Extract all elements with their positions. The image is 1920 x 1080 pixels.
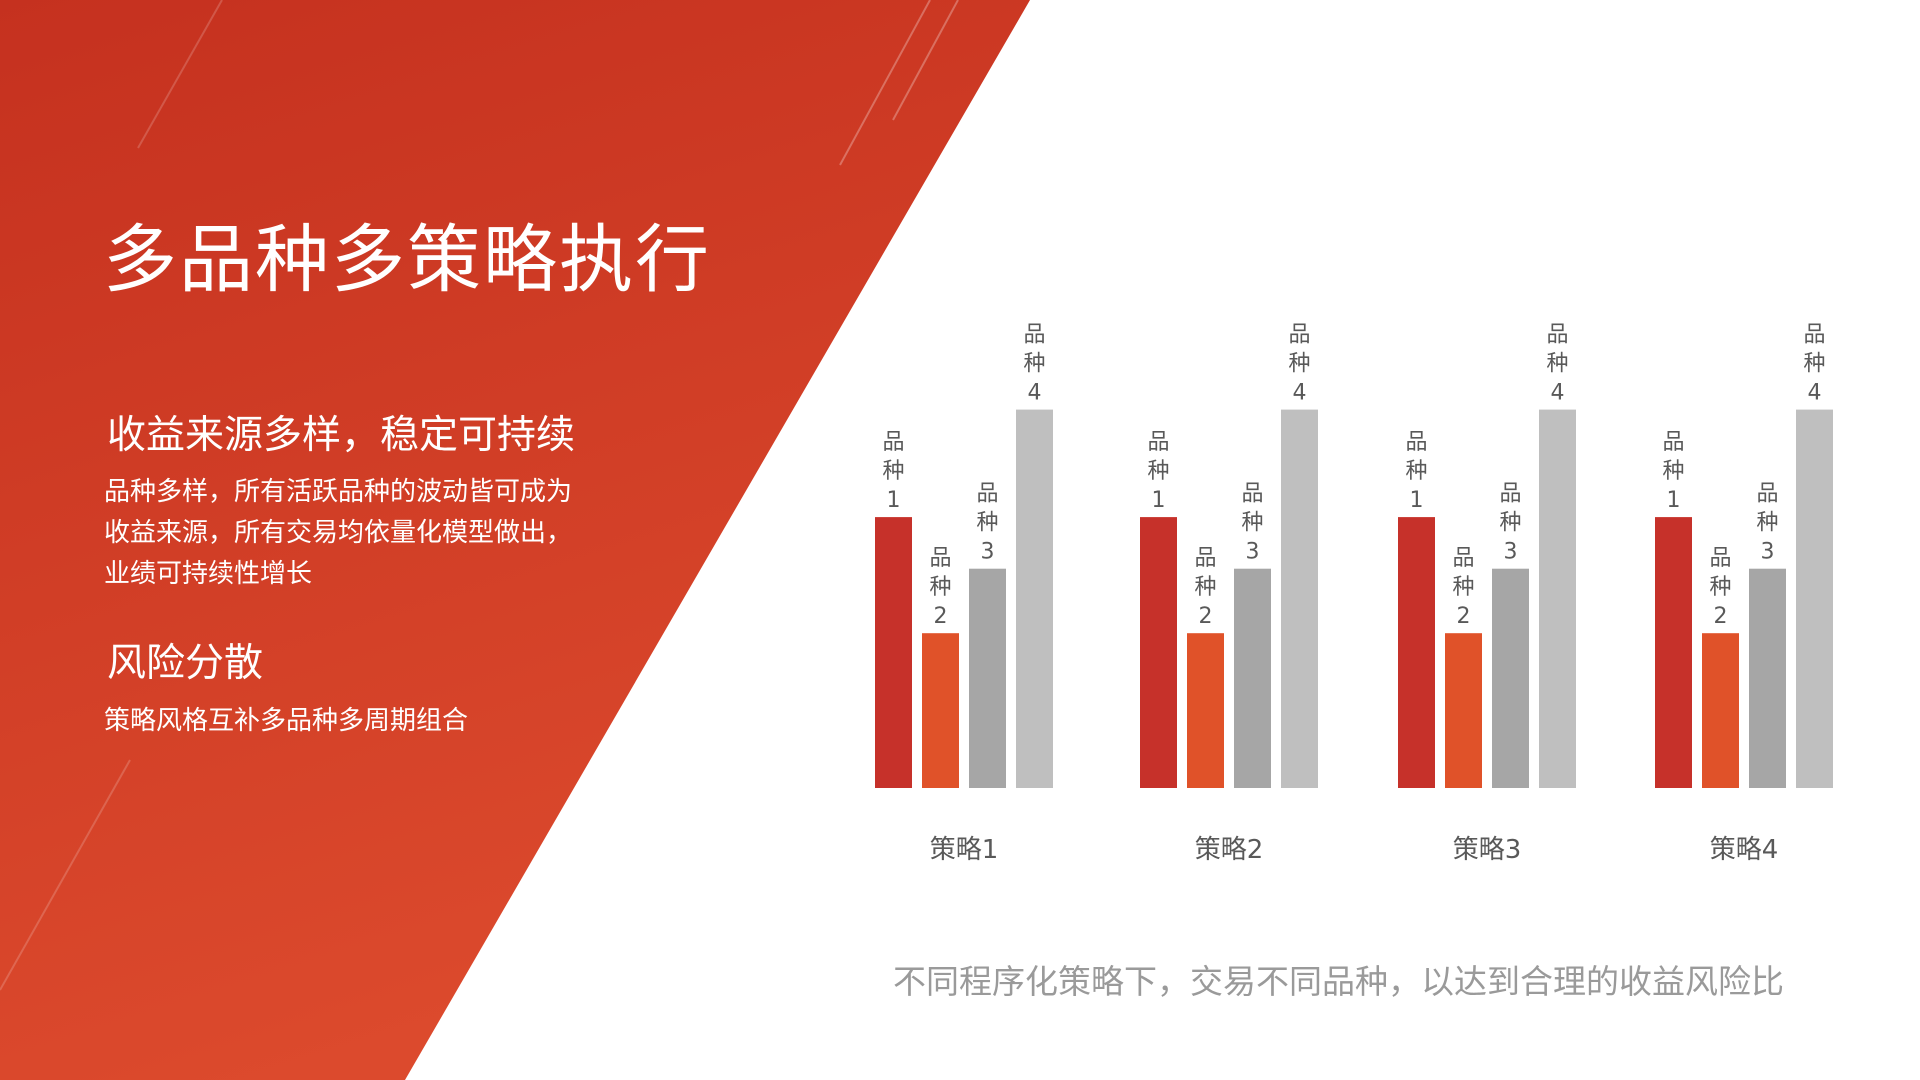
series-label-char: 2 [1457, 604, 1471, 629]
series-label-char: 品 [1147, 430, 1169, 455]
series-label-char: 品 [1023, 323, 1045, 348]
bar-3-1 [969, 568, 1006, 788]
series-label-char: 4 [1808, 381, 1822, 406]
series-label-char: 品 [1803, 323, 1825, 348]
series-label-char: 种 [1241, 511, 1263, 536]
bar-2-4 [1702, 633, 1739, 788]
bar-1-4 [1655, 517, 1692, 788]
series-label-char: 品 [1194, 546, 1216, 571]
series-label-char: 品 [1499, 482, 1521, 507]
bar-4-3 [1539, 409, 1576, 788]
bar-3-2 [1234, 568, 1271, 788]
section-body-risk-diversification: 策略风格互补多品种多周期组合 [104, 700, 468, 737]
series-label-char: 品 [1756, 482, 1778, 507]
series-label-char: 种 [929, 575, 951, 600]
series-label-char: 品 [1405, 430, 1427, 455]
slide-title: 多品种多策略执行 [103, 217, 711, 303]
section-heading-diversified-income: 收益来源多样，稳定可持续 [107, 413, 576, 458]
body-line: 品种多样，所有活跃品种的波动皆可成为 [104, 477, 573, 507]
series-label-char: 品 [1709, 546, 1731, 571]
bar-2-2 [1187, 633, 1224, 788]
body-line: 业绩可持续性增长 [104, 559, 313, 589]
bar-chart: 品种1品种2品种3品种4策略1品种1品种2品种3品种4策略2品种1品种2品种3品… [875, 323, 1833, 865]
series-label-char: 种 [1499, 511, 1521, 536]
category-label: 策略2 [1195, 835, 1264, 865]
bar-4-4 [1796, 409, 1833, 788]
series-label-char: 3 [1504, 540, 1518, 565]
section-body-diversified-income: 品种多样，所有活跃品种的波动皆可成为 收益来源，所有交易均依量化模型做出， 业绩… [104, 472, 572, 595]
bar-2-1 [922, 633, 959, 788]
series-label-char: 种 [1756, 511, 1778, 536]
category-label: 策略4 [1710, 835, 1779, 865]
series-label-char: 种 [1288, 352, 1310, 377]
series-label-char: 1 [1152, 488, 1166, 513]
bar-3-4 [1749, 568, 1786, 788]
series-label-char: 4 [1028, 381, 1042, 406]
series-label-char: 种 [976, 511, 998, 536]
series-label-char: 种 [1023, 352, 1045, 377]
category-label: 策略3 [1453, 835, 1522, 865]
category-label: 策略1 [930, 835, 999, 865]
series-label-char: 品 [976, 482, 998, 507]
bar-1-1 [875, 517, 912, 788]
series-label-char: 1 [1410, 488, 1424, 513]
series-label-char: 2 [1199, 604, 1213, 629]
series-label-char: 品 [1241, 482, 1263, 507]
series-label-char: 种 [1546, 352, 1568, 377]
series-label-char: 种 [1194, 575, 1216, 600]
series-label-char: 品 [882, 430, 904, 455]
series-label-char: 种 [1662, 459, 1684, 484]
bar-4-2 [1281, 409, 1318, 788]
series-label-char: 种 [1147, 459, 1169, 484]
chart-caption: 不同程序化策略下，交易不同品种，以达到合理的收益风险比 [893, 962, 1784, 1001]
bar-2-3 [1445, 633, 1482, 788]
red-diagonal-panel [0, 0, 1030, 1080]
series-label-char: 1 [1667, 488, 1681, 513]
series-label-char: 2 [1714, 604, 1728, 629]
bar-3-3 [1492, 568, 1529, 788]
decorative-line [839, 0, 931, 166]
series-label-char: 品 [1288, 323, 1310, 348]
series-label-char: 种 [1405, 459, 1427, 484]
decorative-line [137, 0, 223, 149]
decorative-line [892, 0, 959, 121]
series-label-char: 1 [887, 488, 901, 513]
body-line: 收益来源，所有交易均依量化模型做出， [104, 518, 573, 548]
series-label-char: 品 [1546, 323, 1568, 348]
series-label-char: 4 [1293, 381, 1307, 406]
series-label-char: 种 [1803, 352, 1825, 377]
bar-4-1 [1016, 409, 1053, 788]
body-line: 策略风格互补多品种多周期组合 [104, 706, 469, 736]
series-label-char: 品 [929, 546, 951, 571]
bar-1-2 [1140, 517, 1177, 788]
series-label-char: 种 [882, 459, 904, 484]
decorative-line [0, 759, 131, 991]
series-label-char: 种 [1709, 575, 1731, 600]
series-label-char: 4 [1551, 381, 1565, 406]
section-heading-risk-diversification: 风险分散 [107, 641, 264, 686]
series-label-char: 品 [1662, 430, 1684, 455]
series-label-char: 3 [1761, 540, 1775, 565]
bar-1-3 [1398, 517, 1435, 788]
series-label-char: 种 [1452, 575, 1474, 600]
series-label-char: 3 [1246, 540, 1260, 565]
series-label-char: 2 [934, 604, 948, 629]
series-label-char: 品 [1452, 546, 1474, 571]
series-label-char: 3 [981, 540, 995, 565]
